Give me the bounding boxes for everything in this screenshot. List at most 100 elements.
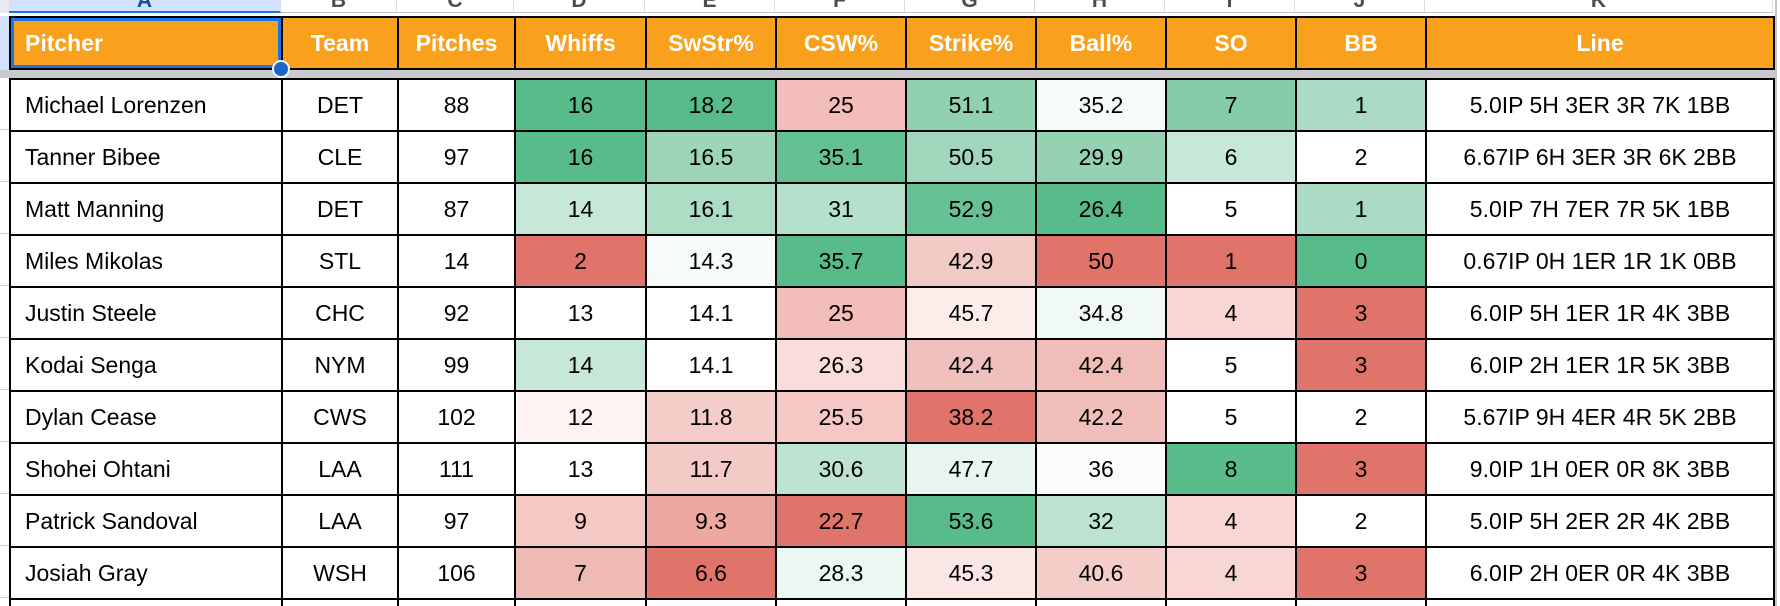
cell-team[interactable]: WSH — [283, 548, 399, 600]
header-cell-ball[interactable]: Ball% — [1037, 16, 1167, 70]
cell-swstr[interactable]: 9.3 — [647, 496, 777, 548]
cell-strike[interactable]: 53.6 — [907, 496, 1037, 548]
cell-line[interactable]: 6.0IP 2H 0ER 0R 4K 3BB — [1427, 548, 1775, 600]
cell-strike[interactable]: 42.4 — [907, 340, 1037, 392]
cell-so[interactable]: 5 — [1167, 340, 1297, 392]
cell-bb[interactable]: 1 — [1297, 80, 1427, 132]
cell-swstr[interactable]: 14.3 — [647, 236, 777, 288]
cell-team[interactable]: DET — [283, 80, 399, 132]
cell-swstr[interactable]: 16.1 — [647, 184, 777, 236]
cell-empty[interactable] — [1167, 600, 1297, 606]
cell-whiffs[interactable]: 9 — [516, 496, 647, 548]
cell-bb[interactable]: 3 — [1297, 288, 1427, 340]
header-cell-whiffs[interactable]: Whiffs — [516, 16, 647, 70]
column-letter-F[interactable]: F — [775, 0, 905, 13]
header-cell-pitcher[interactable]: Pitcher — [11, 16, 290, 78]
cell-pitches[interactable]: 111 — [399, 444, 516, 496]
cell-bb[interactable]: 1 — [1297, 184, 1427, 236]
cell-team[interactable]: CLE — [283, 132, 399, 184]
cell-line[interactable]: 9.0IP 1H 0ER 0R 8K 3BB — [1427, 444, 1775, 496]
cell-strike[interactable]: 42.9 — [907, 236, 1037, 288]
cell-csw[interactable]: 25.5 — [777, 392, 907, 444]
cell-team[interactable]: CHC — [283, 288, 399, 340]
cell-so[interactable]: 7 — [1167, 80, 1297, 132]
cell-team[interactable]: DET — [283, 184, 399, 236]
cell-bb[interactable]: 3 — [1297, 444, 1427, 496]
column-letter-I[interactable]: I — [1165, 0, 1295, 13]
cell-strike[interactable]: 45.7 — [907, 288, 1037, 340]
cell-whiffs[interactable]: 14 — [516, 340, 647, 392]
header-cell-line[interactable]: Line — [1427, 16, 1775, 70]
cell-so[interactable]: 6 — [1167, 132, 1297, 184]
cell-pitcher[interactable]: Shohei Ohtani — [11, 444, 283, 496]
cell-pitches[interactable]: 97 — [399, 496, 516, 548]
cell-ball[interactable]: 35.2 — [1037, 80, 1167, 132]
cell-swstr[interactable]: 18.2 — [647, 80, 777, 132]
column-letter-J[interactable]: J — [1295, 0, 1425, 13]
cell-ball[interactable]: 50 — [1037, 236, 1167, 288]
column-letter-H[interactable]: H — [1035, 0, 1165, 13]
cell-empty[interactable] — [11, 600, 283, 606]
cell-bb[interactable]: 2 — [1297, 392, 1427, 444]
cell-empty[interactable] — [1297, 600, 1427, 606]
cell-swstr[interactable]: 14.1 — [647, 340, 777, 392]
cell-ball[interactable]: 36 — [1037, 444, 1167, 496]
cell-whiffs[interactable]: 14 — [516, 184, 647, 236]
cell-pitches[interactable]: 92 — [399, 288, 516, 340]
header-cell-strike[interactable]: Strike% — [907, 16, 1037, 70]
cell-ball[interactable]: 42.2 — [1037, 392, 1167, 444]
cell-whiffs[interactable]: 2 — [516, 236, 647, 288]
cell-pitcher[interactable]: Dylan Cease — [11, 392, 283, 444]
cell-ball[interactable]: 29.9 — [1037, 132, 1167, 184]
cell-pitches[interactable]: 88 — [399, 80, 516, 132]
cell-line[interactable]: 0.67IP 0H 1ER 1R 1K 0BB — [1427, 236, 1775, 288]
cell-strike[interactable]: 52.9 — [907, 184, 1037, 236]
cell-whiffs[interactable]: 13 — [516, 288, 647, 340]
cell-ball[interactable]: 32 — [1037, 496, 1167, 548]
cell-strike[interactable]: 50.5 — [907, 132, 1037, 184]
column-letter-E[interactable]: E — [645, 0, 775, 13]
cell-strike[interactable]: 47.7 — [907, 444, 1037, 496]
column-letter-C[interactable]: C — [397, 0, 514, 13]
cell-bb[interactable]: 2 — [1297, 132, 1427, 184]
cell-so[interactable]: 8 — [1167, 444, 1297, 496]
cell-csw[interactable]: 28.3 — [777, 548, 907, 600]
cell-so[interactable]: 4 — [1167, 288, 1297, 340]
cell-pitcher[interactable]: Patrick Sandoval — [11, 496, 283, 548]
cell-pitcher[interactable]: Josiah Gray — [11, 548, 283, 600]
cell-pitcher[interactable]: Justin Steele — [11, 288, 283, 340]
cell-line[interactable]: 5.0IP 5H 3ER 3R 7K 1BB — [1427, 80, 1775, 132]
cell-team[interactable]: NYM — [283, 340, 399, 392]
cell-swstr[interactable]: 11.8 — [647, 392, 777, 444]
cell-so[interactable]: 5 — [1167, 184, 1297, 236]
cell-so[interactable]: 4 — [1167, 496, 1297, 548]
cell-csw[interactable]: 22.7 — [777, 496, 907, 548]
cell-pitches[interactable]: 87 — [399, 184, 516, 236]
cell-so[interactable]: 4 — [1167, 548, 1297, 600]
cell-swstr[interactable]: 11.7 — [647, 444, 777, 496]
cell-pitches[interactable]: 102 — [399, 392, 516, 444]
cell-ball[interactable]: 34.8 — [1037, 288, 1167, 340]
cell-whiffs[interactable]: 12 — [516, 392, 647, 444]
cell-pitcher[interactable]: Kodai Senga — [11, 340, 283, 392]
cell-csw[interactable]: 25 — [777, 80, 907, 132]
cell-whiffs[interactable]: 16 — [516, 80, 647, 132]
header-cell-so[interactable]: SO — [1167, 16, 1297, 70]
cell-strike[interactable]: 38.2 — [907, 392, 1037, 444]
cell-pitcher[interactable]: Michael Lorenzen — [11, 80, 283, 132]
cell-whiffs[interactable]: 16 — [516, 132, 647, 184]
cell-csw[interactable]: 31 — [777, 184, 907, 236]
cell-team[interactable]: STL — [283, 236, 399, 288]
cell-empty[interactable] — [399, 600, 516, 606]
header-cell-pitches[interactable]: Pitches — [399, 16, 516, 70]
cell-so[interactable]: 1 — [1167, 236, 1297, 288]
cell-pitches[interactable]: 99 — [399, 340, 516, 392]
cell-whiffs[interactable]: 13 — [516, 444, 647, 496]
cell-bb[interactable]: 3 — [1297, 548, 1427, 600]
cell-bb[interactable]: 3 — [1297, 340, 1427, 392]
cell-empty[interactable] — [907, 600, 1037, 606]
header-cell-bb[interactable]: BB — [1297, 16, 1427, 70]
cell-empty[interactable] — [283, 600, 399, 606]
cell-line[interactable]: 6.67IP 6H 3ER 3R 6K 2BB — [1427, 132, 1775, 184]
cell-empty[interactable] — [1427, 600, 1775, 606]
